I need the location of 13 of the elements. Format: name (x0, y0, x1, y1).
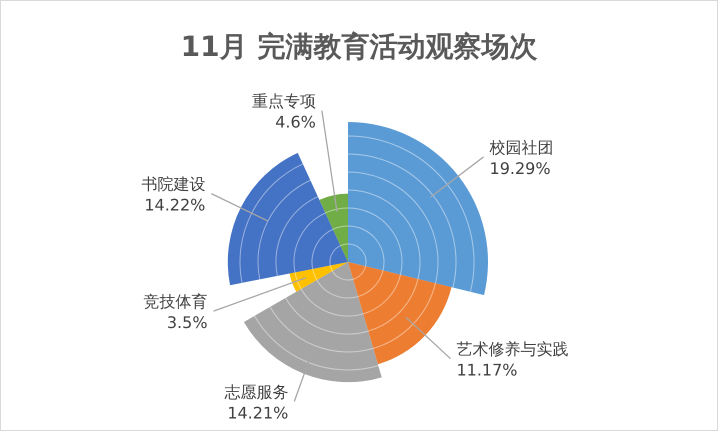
category-label: 校园社团 (488, 138, 554, 157)
category-label: 志愿服务 (224, 382, 288, 402)
data-label: 11.17% (456, 360, 518, 380)
category-label: 书院建设 (141, 174, 206, 194)
data-label: 19.29% (490, 158, 551, 178)
category-label: 竞技体育 (144, 292, 208, 312)
data-label: 3.5% (166, 313, 208, 332)
data-label: 14.21% (227, 403, 288, 422)
data-label: 4.6% (275, 112, 316, 132)
category-label: 艺术修养与实践 (456, 340, 568, 359)
text: 11月 完满教育活动观察场次 (180, 30, 538, 63)
data-label: 14.22% (144, 196, 206, 215)
category-label: 重点专项 (252, 92, 316, 111)
